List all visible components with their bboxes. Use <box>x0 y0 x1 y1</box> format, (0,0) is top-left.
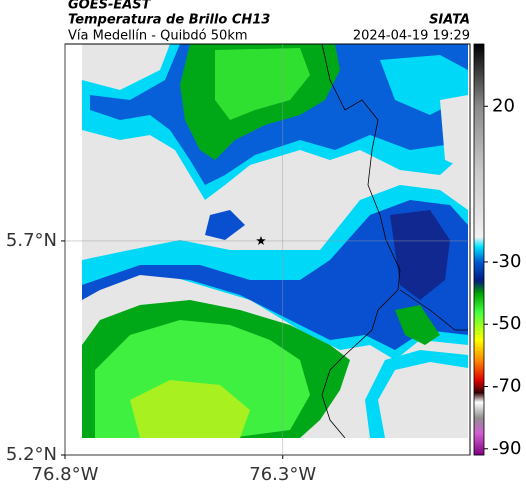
colorbar-tick-label: -50 <box>492 313 521 334</box>
colorbar-segment <box>474 246 484 263</box>
colorbar-segment <box>474 261 484 281</box>
cloud-region <box>130 380 250 438</box>
colorbar-segment <box>474 293 484 313</box>
colorbar-segment <box>474 339 484 362</box>
subtitle: Vía Medellín - Quibdó 50km <box>68 29 248 44</box>
colorbar-segment <box>474 44 484 107</box>
colorbar-segment <box>474 311 484 341</box>
colorbar-segment <box>474 433 484 456</box>
colorbar-segment <box>474 280 484 294</box>
y-tick-label: 5.7°N <box>6 230 57 251</box>
cloud-region <box>215 48 310 120</box>
cloud-region <box>205 210 245 240</box>
colorbar-tick-label: 20 <box>492 95 515 116</box>
y-tick-label: 5.2°N <box>6 444 57 465</box>
colorbar-segment <box>474 237 484 247</box>
source: GOES-EAST <box>68 0 152 13</box>
cloud-region <box>378 362 468 438</box>
cloud-region <box>82 200 468 350</box>
colorbar-tick-label: -90 <box>492 438 521 459</box>
colorbar-segment <box>474 106 484 169</box>
cloud-region <box>390 210 450 300</box>
x-tick-label: 76.3°W <box>249 464 316 485</box>
colorbar-segment <box>474 361 484 381</box>
colorbar-frame <box>473 43 485 456</box>
colorbar-segment <box>474 402 484 418</box>
colorbar-tick-label: -30 <box>492 251 521 272</box>
colorbar-tick-label: -70 <box>492 376 521 397</box>
colorbar-segment <box>474 417 484 434</box>
timestamp: 2024-04-19 19:29 <box>353 29 470 44</box>
x-tick-label: 76.8°W <box>32 464 99 485</box>
coastline <box>321 44 401 438</box>
colorbar-segment <box>474 392 484 403</box>
credit: SIATA <box>429 13 470 28</box>
location-marker <box>256 235 266 245</box>
border <box>399 289 468 331</box>
cloud-region <box>440 95 468 170</box>
colorbar-segment <box>474 380 484 394</box>
title: Temperatura de Brillo CH13 <box>68 13 270 28</box>
cloud-region <box>395 305 440 345</box>
colorbar-segment <box>474 168 484 238</box>
